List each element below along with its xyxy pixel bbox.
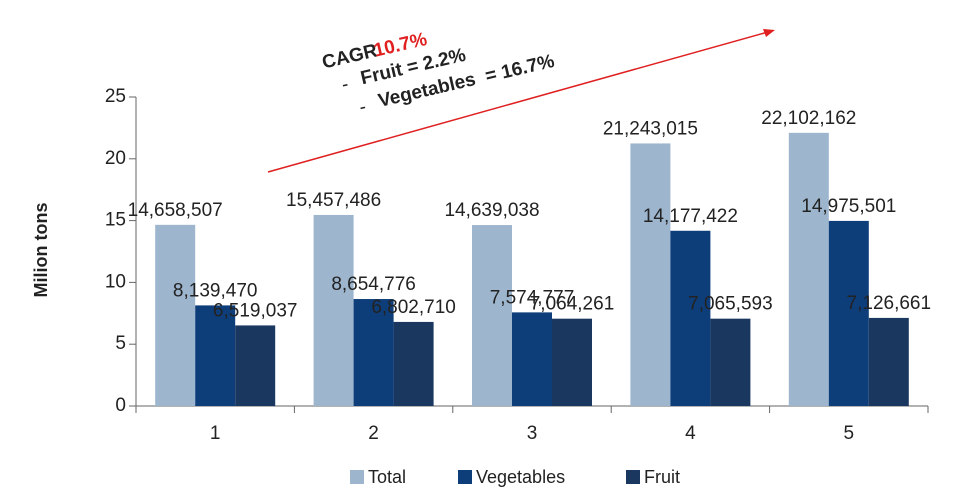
bar (670, 230, 711, 406)
data-label: 14,658,507 (128, 200, 223, 221)
annotation-text: - (340, 74, 351, 96)
data-label: 22,102,162 (761, 108, 856, 129)
bar (472, 225, 512, 406)
data-label: 14,639,038 (444, 200, 539, 221)
arrow-head (763, 29, 775, 37)
bar (195, 305, 236, 406)
trend-arrow (267, 31, 769, 173)
annotation-text: - (357, 96, 368, 118)
data-label: 8,139,470 (173, 280, 258, 301)
data-label: 15,457,486 (286, 190, 381, 211)
bar (868, 317, 909, 406)
x-tick-label: 1 (210, 423, 221, 444)
x-tick-label: 4 (685, 423, 696, 444)
data-label: 14,975,501 (801, 196, 896, 217)
bar (710, 318, 751, 406)
bar (353, 299, 394, 406)
legend-swatch (350, 470, 364, 484)
bar (788, 132, 829, 407)
data-label: 7,574,777 (490, 287, 575, 308)
legend-label: Fruit (644, 467, 680, 487)
x-tick-label: 5 (844, 423, 855, 444)
legend-swatch (458, 470, 472, 484)
annotation: CAGR 10.7% - Fruit = 2.2% - Vegetables =… (320, 29, 556, 118)
bar (552, 318, 592, 406)
x-tick-label: 3 (527, 423, 538, 444)
bar (828, 220, 869, 406)
bar (313, 214, 354, 406)
data-label: 6,519,037 (213, 300, 298, 321)
y-tick-label: 20 (105, 148, 126, 169)
y-tick-label: 15 (105, 210, 126, 231)
data-label: 6,802,710 (371, 297, 456, 318)
bar (393, 321, 434, 406)
legend-label: Vegetables (476, 467, 565, 487)
bar (512, 312, 552, 406)
y-tick-label: 25 (105, 86, 126, 107)
data-label: 21,243,015 (603, 118, 698, 139)
data-label: 7,065,593 (688, 294, 773, 315)
y-tick-label: 0 (115, 395, 126, 416)
bar (155, 224, 196, 406)
x-tick-label: 2 (368, 423, 379, 444)
y-axis-label: Milion tons (31, 203, 51, 298)
y-tick-label: 5 (115, 333, 126, 354)
data-label: 7,126,661 (847, 293, 932, 314)
y-tick-label: 10 (105, 271, 126, 292)
legend-swatch (626, 470, 640, 484)
legend-label: Total (368, 467, 406, 487)
bar (235, 325, 276, 406)
data-label: 7,064,261 (530, 294, 615, 315)
data-label: 8,654,776 (331, 274, 416, 295)
bar (630, 143, 671, 406)
data-label: 14,177,422 (643, 206, 738, 227)
